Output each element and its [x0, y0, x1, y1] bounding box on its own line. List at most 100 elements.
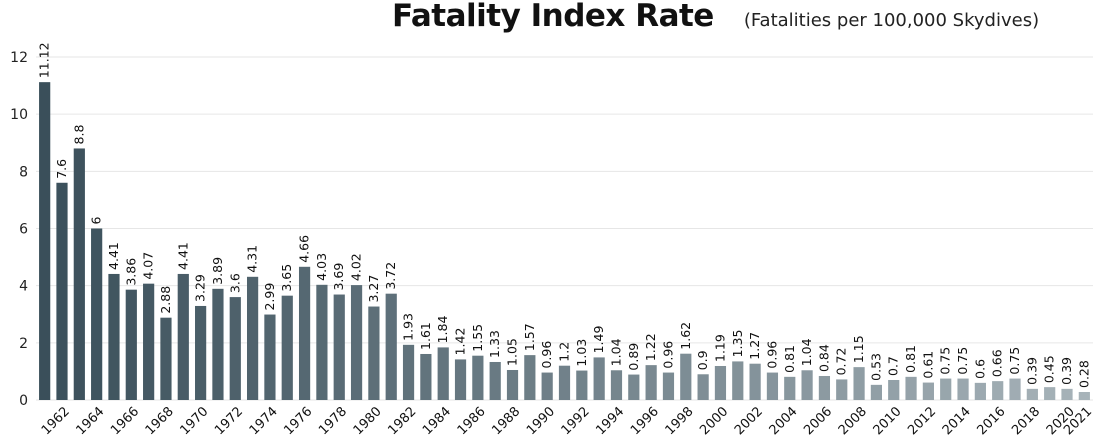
y-tick-label: 8 [19, 164, 28, 180]
bar [489, 361, 501, 400]
bar [108, 273, 120, 400]
data-label: 3.29 [193, 274, 208, 302]
x-tick-label: 1962 [39, 404, 73, 438]
bar [281, 295, 293, 400]
data-label: 11.12 [37, 42, 52, 78]
bar [264, 314, 276, 400]
data-label: 0.84 [816, 344, 831, 372]
bar [610, 370, 623, 400]
bar [576, 370, 588, 400]
data-label: 4.41 [175, 242, 190, 270]
y-tick-label: 12 [10, 50, 28, 66]
data-label: 0.45 [1042, 355, 1057, 383]
bar [870, 384, 883, 400]
x-tick-label: 1978 [316, 404, 350, 438]
data-label: 0.75 [1007, 347, 1022, 375]
bar [143, 283, 155, 400]
bar [1078, 391, 1090, 400]
data-label: 1.05 [505, 338, 520, 366]
bar [229, 297, 241, 400]
bar [195, 305, 207, 400]
bar [662, 372, 675, 400]
data-label: 3.27 [366, 275, 381, 303]
bar [177, 273, 189, 400]
data-label: 1.55 [470, 324, 485, 352]
bar [680, 353, 692, 400]
x-tick-label: 1990 [524, 404, 558, 438]
x-tick-label: 1972 [212, 404, 246, 438]
bar [73, 148, 85, 400]
x-tick-label: 2008 [836, 404, 870, 438]
data-label: 1.04 [799, 338, 814, 366]
bar [212, 288, 224, 400]
data-label: 1.35 [730, 330, 745, 358]
data-label: 1.57 [522, 323, 537, 351]
y-tick-label: 4 [19, 279, 28, 295]
bar [593, 357, 605, 400]
data-label: 3.89 [210, 257, 225, 285]
bar [818, 375, 831, 400]
data-label: 0.61 [920, 351, 935, 379]
bar [992, 381, 1004, 400]
bar [940, 378, 952, 400]
bar [558, 365, 571, 400]
x-tick-label: 2018 [1009, 404, 1043, 438]
data-label: 0.6 [972, 359, 987, 379]
data-label: 4.66 [297, 235, 312, 263]
x-tick-label: 1996 [628, 404, 662, 438]
data-label: 3.86 [123, 258, 138, 286]
data-label: 1.03 [574, 339, 589, 367]
x-tick-label: 1982 [385, 404, 419, 438]
x-tick-label: 2010 [871, 404, 905, 438]
data-label: 4.02 [349, 253, 364, 281]
bar [350, 285, 363, 400]
data-label: 1.61 [418, 322, 433, 350]
data-label: 4.07 [141, 252, 156, 280]
data-label: 2.88 [158, 286, 173, 314]
y-tick-label: 10 [10, 107, 28, 123]
data-label: 0.39 [1024, 357, 1039, 385]
x-tick-label: 2006 [801, 404, 835, 438]
bar [749, 363, 761, 400]
x-tick-label: 1974 [247, 404, 281, 438]
data-label: 0.75 [938, 347, 953, 375]
bar [974, 382, 986, 400]
y-tick-label: 6 [19, 222, 28, 238]
data-label: 1.22 [643, 333, 658, 361]
x-tick-label: 1988 [489, 404, 523, 438]
bar [766, 372, 779, 400]
data-label: 0.9 [695, 350, 710, 370]
data-label: 0.81 [782, 345, 797, 373]
data-label: 0.53 [868, 353, 883, 381]
data-label: 0.96 [539, 341, 554, 369]
bar [732, 361, 744, 400]
data-label: 0.28 [1076, 360, 1091, 388]
bar [922, 382, 934, 400]
bar [784, 376, 796, 400]
chart-title: Fatality Index Rate (Fatalities per 100,… [392, 0, 1039, 42]
data-label: 1.93 [401, 313, 416, 341]
x-tick-label: 1976 [281, 404, 315, 438]
data-label: 1.15 [851, 335, 866, 363]
data-label: 1.84 [435, 316, 450, 344]
bar [628, 374, 640, 400]
bar [506, 369, 519, 400]
x-tick-label: 2000 [697, 404, 731, 438]
x-tick-label: 1980 [351, 404, 385, 438]
y-tick-label: 0 [19, 393, 28, 409]
bar [454, 359, 467, 400]
bar [420, 353, 432, 400]
data-label: 1.49 [591, 326, 606, 354]
data-label: 1.42 [453, 328, 468, 356]
data-label: 0.96 [660, 341, 675, 369]
data-label: 1.04 [608, 338, 623, 366]
x-tick-label: 2002 [732, 404, 766, 438]
data-label: 6 [89, 217, 104, 225]
bar [298, 266, 311, 400]
x-tick-label: 1966 [108, 404, 142, 438]
data-label: 8.8 [71, 125, 86, 145]
bar [714, 365, 727, 400]
data-label: 7.6 [54, 159, 69, 179]
x-tick-label: 1994 [593, 404, 627, 438]
bar [836, 379, 848, 400]
